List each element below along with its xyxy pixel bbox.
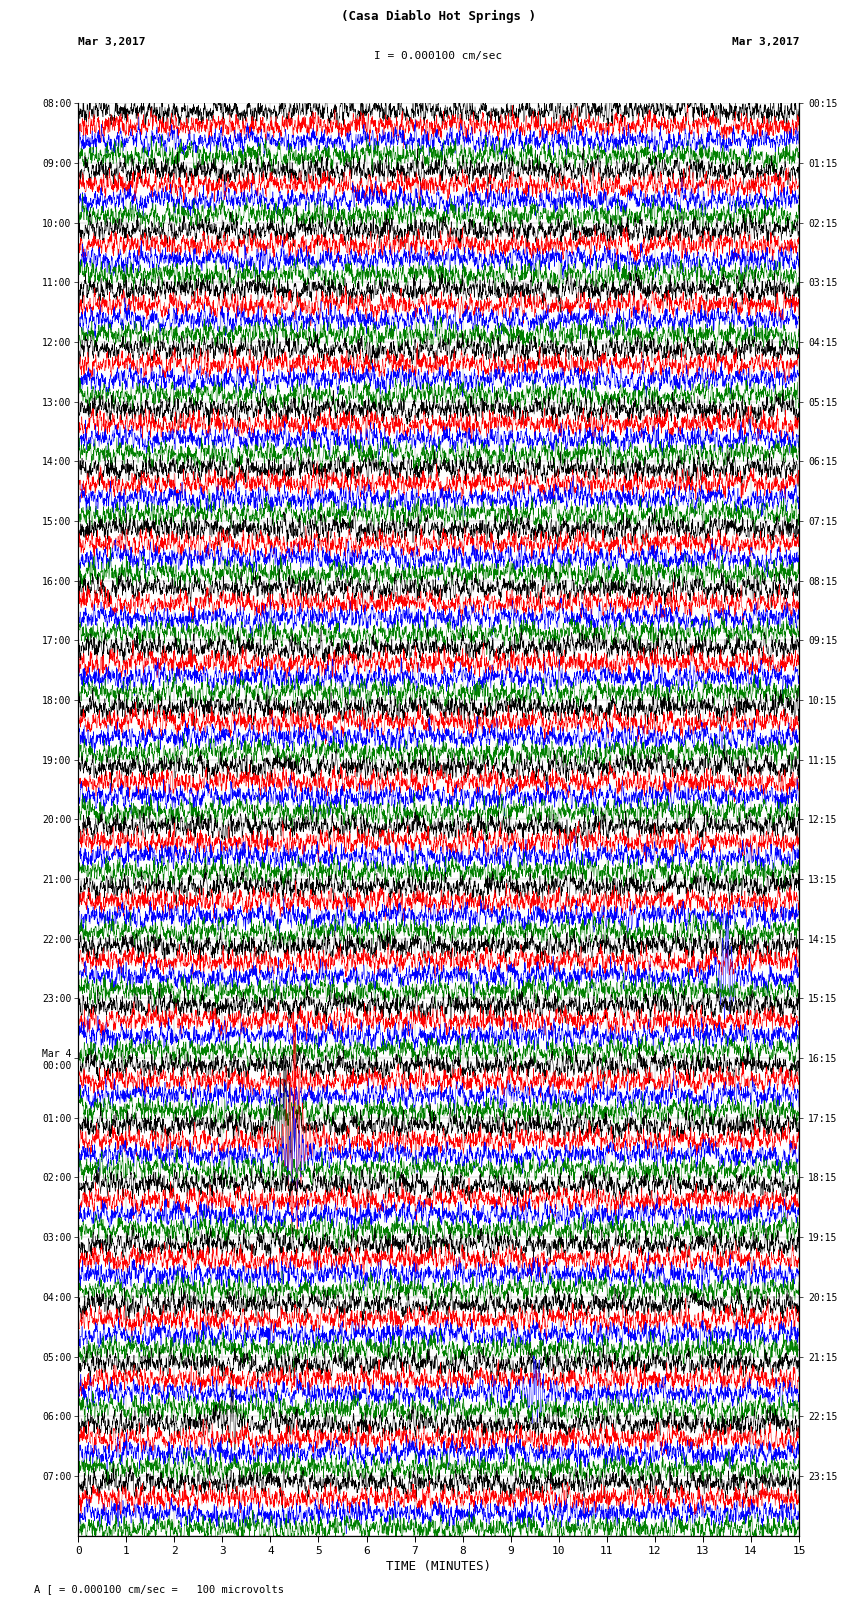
Text: A [ = 0.000100 cm/sec =   100 microvolts: A [ = 0.000100 cm/sec = 100 microvolts xyxy=(34,1584,284,1594)
X-axis label: TIME (MINUTES): TIME (MINUTES) xyxy=(386,1560,491,1573)
Text: I = 0.000100 cm/sec: I = 0.000100 cm/sec xyxy=(375,52,502,61)
Text: Mar 3,2017: Mar 3,2017 xyxy=(78,37,145,47)
Text: Mar 3,2017: Mar 3,2017 xyxy=(732,37,799,47)
Text: (Casa Diablo Hot Springs ): (Casa Diablo Hot Springs ) xyxy=(341,10,536,23)
